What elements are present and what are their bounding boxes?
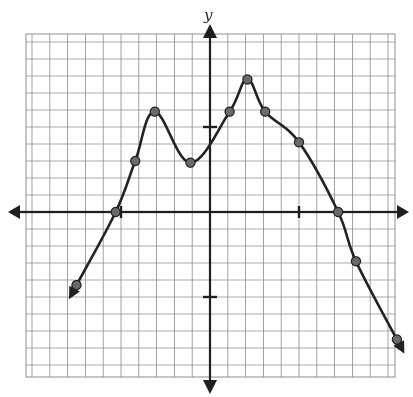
data-point	[350, 256, 362, 267]
y-axis-arrow-up	[203, 24, 217, 38]
curve-arrow-start	[68, 285, 80, 300]
tick-marks	[119, 125, 301, 299]
data-point	[332, 206, 344, 218]
data-point	[224, 106, 235, 117]
series-curve	[68, 78, 405, 354]
data-point	[259, 106, 271, 117]
curve-arrow-end	[393, 340, 405, 354]
data-point	[185, 157, 196, 168]
axes	[8, 24, 409, 394]
data-point	[391, 334, 403, 345]
data-point	[130, 155, 141, 167]
x-axis-arrow-right	[397, 205, 409, 219]
data-point	[149, 106, 161, 117]
y-axis-label: y	[203, 6, 213, 24]
series-line	[75, 78, 399, 341]
data-point	[293, 137, 305, 148]
y-axis-arrow-down	[203, 380, 217, 394]
data-point	[110, 206, 121, 218]
x-axis-arrow-left	[8, 205, 20, 219]
data-point	[71, 279, 82, 291]
data-points	[71, 74, 403, 345]
data-point	[242, 74, 253, 85]
